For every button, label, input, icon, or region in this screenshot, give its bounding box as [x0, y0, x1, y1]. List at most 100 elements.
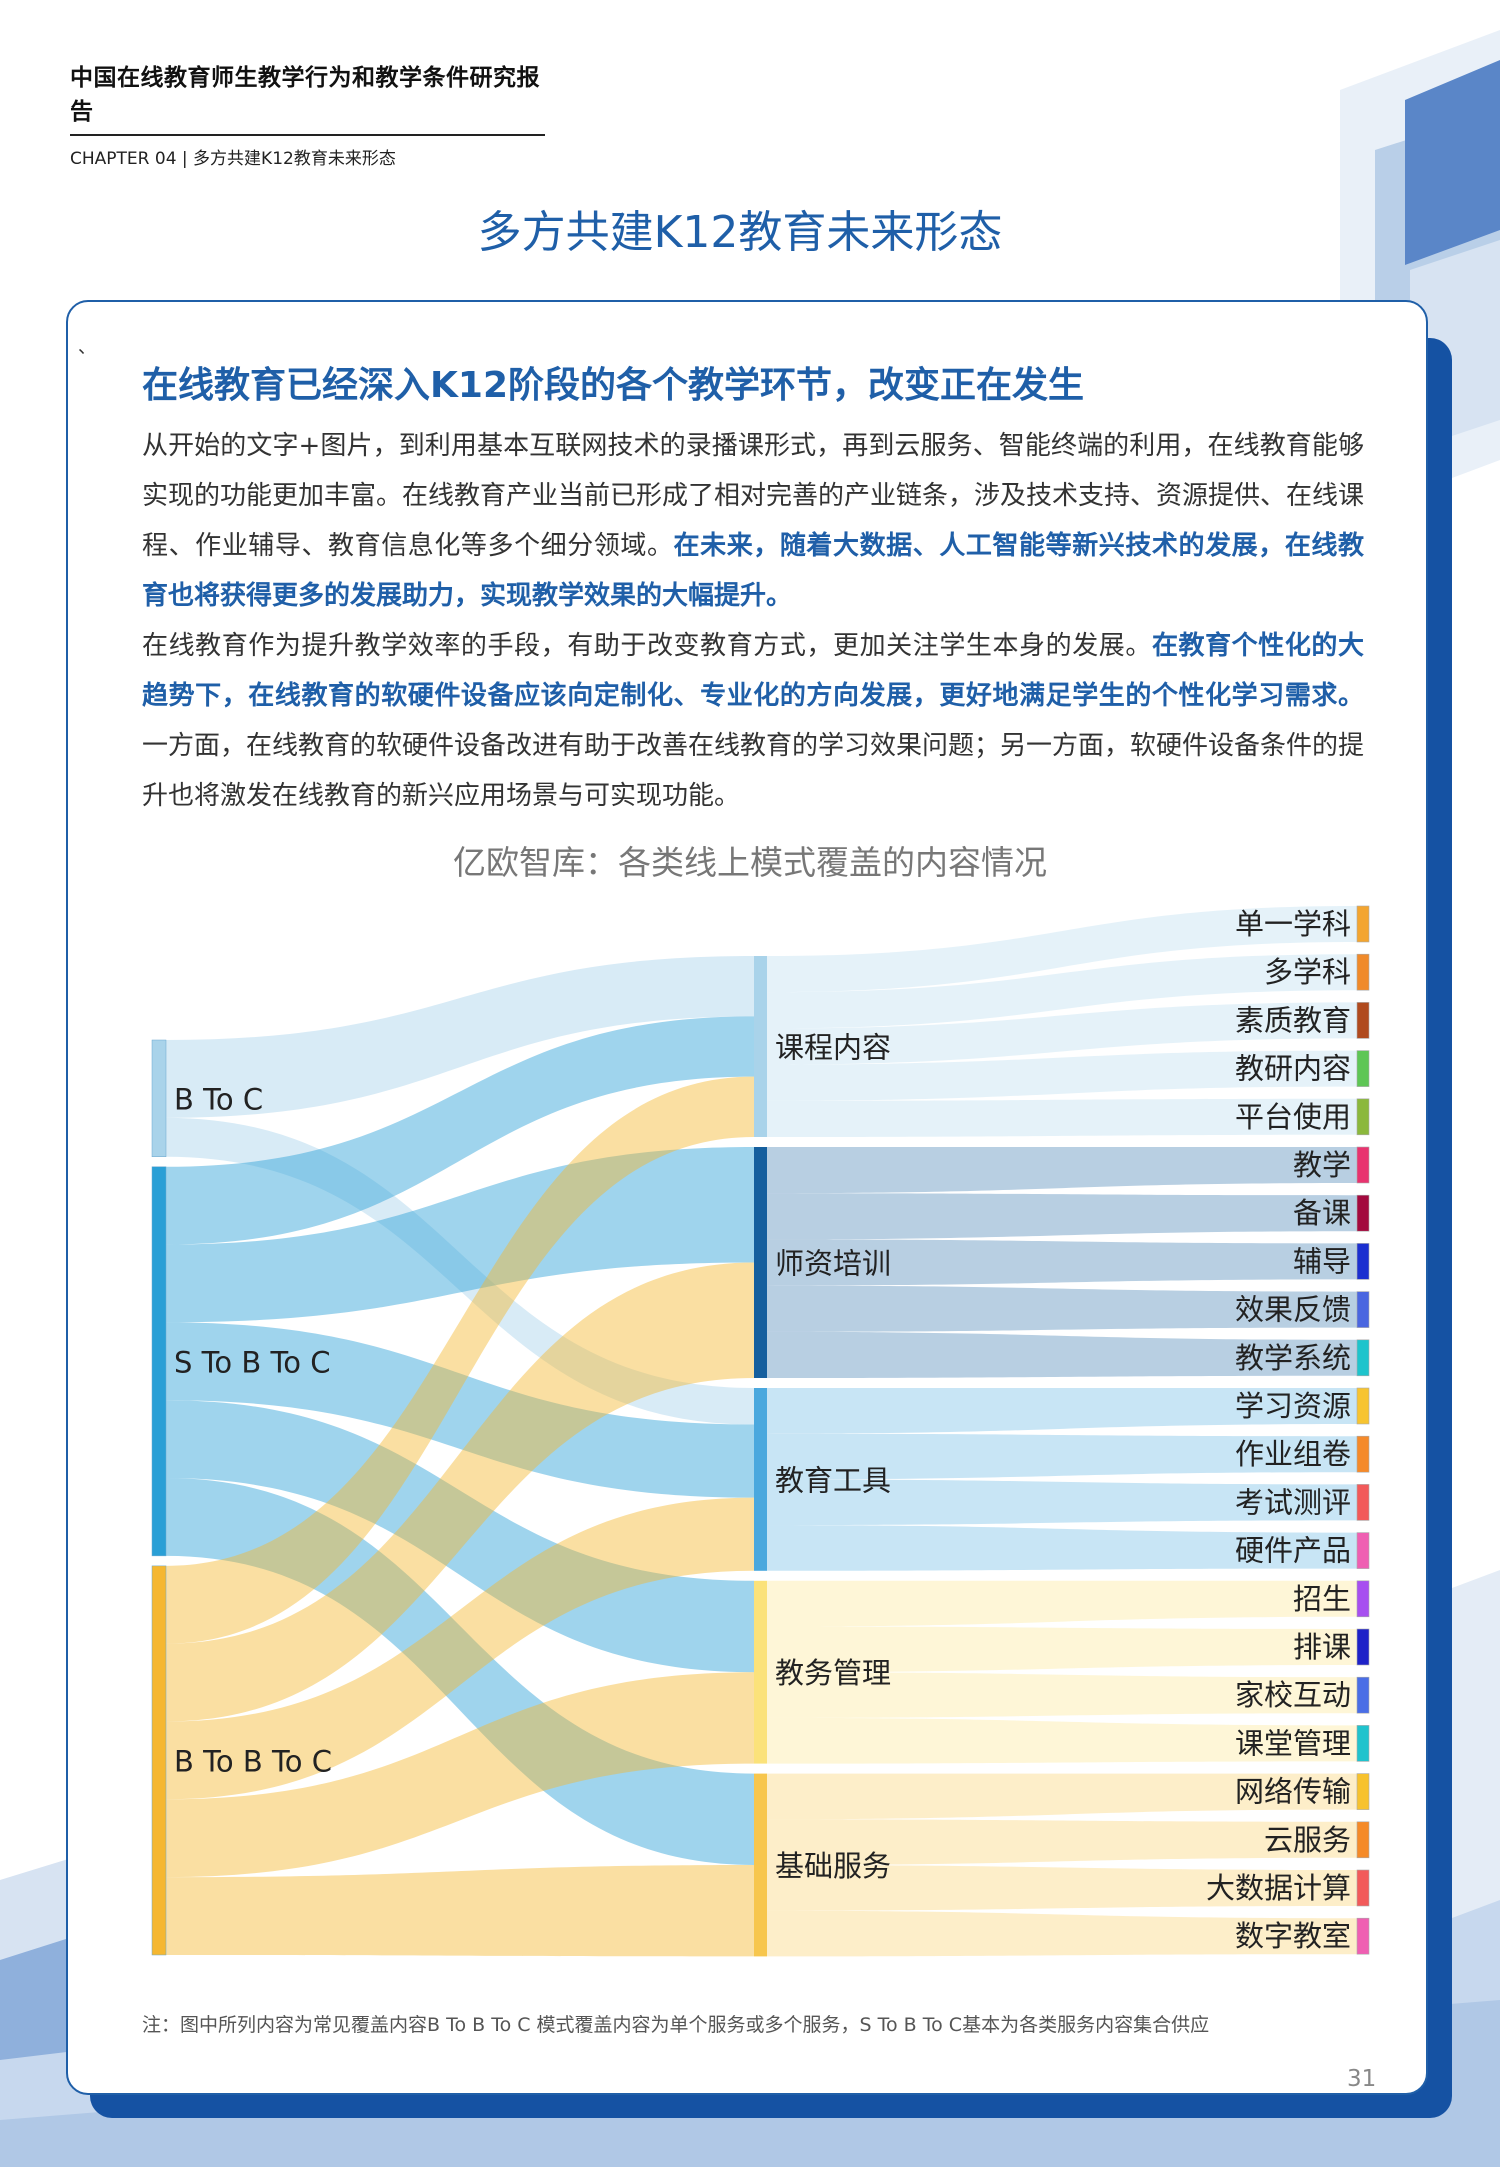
- sankey-flow: [166, 1865, 754, 1957]
- sankey-flow: [166, 1478, 754, 1865]
- item-label: 数字教室: [1235, 1919, 1351, 1953]
- sankey-flow: [166, 1262, 754, 1722]
- item-label: 备课: [1293, 1196, 1351, 1230]
- sankey-flow: [166, 1400, 754, 1673]
- item-marker: [1356, 1435, 1370, 1473]
- page-title: 多方共建K12教育未来形态: [477, 207, 1003, 258]
- sankey-flow: [166, 1672, 754, 1878]
- category-bar: [754, 1147, 767, 1378]
- item-marker: [1356, 1725, 1370, 1762]
- sankey-item-flow: [767, 1580, 1357, 1627]
- category-bar: [754, 1388, 767, 1571]
- category-label: 教育工具: [775, 1463, 891, 1497]
- item-label: 素质教育: [1235, 1003, 1351, 1037]
- item-marker: [1356, 1243, 1370, 1280]
- item-label: 作业组卷: [1235, 1437, 1351, 1471]
- item-label: 平台使用: [1235, 1100, 1351, 1134]
- item-marker: [1356, 1869, 1370, 1907]
- sankey-flow: [166, 956, 754, 1118]
- item-marker: [1356, 1580, 1370, 1618]
- sankey-item-flow: [767, 1098, 1357, 1137]
- category-label: 教务管理: [775, 1656, 891, 1690]
- item-marker: [1356, 1387, 1370, 1425]
- item-label: 硬件产品: [1235, 1534, 1351, 1568]
- page-number: 31: [1347, 2066, 1377, 2092]
- sankey-flow: [166, 1322, 754, 1498]
- category-bar: [754, 1773, 767, 1957]
- item-label: 考试测评: [1235, 1485, 1351, 1519]
- category-bar: [754, 1580, 767, 1764]
- source-bar: [151, 1166, 167, 1557]
- source-label: B To C: [174, 1082, 263, 1116]
- source-label: S To B To C: [174, 1345, 330, 1379]
- sankey-item-flow: [767, 1910, 1357, 1957]
- sankey-chart: B To C S To B To C B To B To C 课程内容师资培训教育工具…: [151, 905, 1370, 1957]
- report-title: 中国在线教育师生教学行为和教学条件研究报告: [70, 58, 545, 136]
- item-marker: [1356, 953, 1370, 991]
- sankey-flow: [166, 1117, 754, 1425]
- body-text: 从开始的文字+图片，到利用基本互联网技术的录播课形式，再到云服务、智能终端的利用…: [142, 421, 1364, 821]
- category-label: 基础服务: [775, 1849, 891, 1883]
- sankey-item-flow: [767, 1193, 1357, 1240]
- sankey-item-flow: [767, 1285, 1357, 1332]
- report-header: 中国在线教育师生教学行为和教学条件研究报告 CHAPTER 04 | 多方共建K…: [70, 58, 545, 169]
- item-marker: [1356, 1917, 1370, 1955]
- sankey-flow: [166, 1497, 754, 1800]
- item-label: 课堂管理: [1235, 1726, 1351, 1760]
- source-label: B To B To C: [174, 1744, 332, 1778]
- item-label: 教学: [1293, 1148, 1351, 1182]
- item-label: 辅导: [1293, 1244, 1351, 1278]
- item-marker: [1356, 1002, 1370, 1039]
- item-label: 网络传输: [1235, 1775, 1351, 1809]
- sankey-item-flow: [767, 1050, 1357, 1101]
- sankey-item-flow: [767, 1388, 1357, 1434]
- paragraph-2-text: 在线教育作为提升教学效率的手段，有助于改变教育方式，更加关注学生本身的发展。: [142, 631, 1152, 661]
- paragraph-1-text: 从开始的文字+图片，到利用基本互联网技术的录播课形式，再到云服务、智能终端的利用…: [142, 431, 1365, 561]
- item-marker: [1356, 1146, 1370, 1184]
- item-marker: [1356, 1532, 1370, 1569]
- item-label: 教学系统: [1235, 1341, 1351, 1375]
- item-marker: [1356, 905, 1370, 943]
- item-marker: [1356, 1676, 1370, 1714]
- sankey-item-flow: [767, 1626, 1357, 1673]
- item-marker: [1356, 1484, 1370, 1521]
- source-bar: [151, 1039, 167, 1157]
- sankey-item-flow: [767, 954, 1357, 1029]
- paragraph-1-highlight: 在未来，随着大数据、人工智能等新兴技术的发展，在线教育也将获得更多的发展助力，实…: [142, 531, 1364, 611]
- item-label: 教研内容: [1235, 1052, 1351, 1086]
- chapter-label: CHAPTER 04 | 多方共建K12教育未来形态: [70, 149, 396, 169]
- item-marker: [1356, 1339, 1370, 1377]
- item-label: 单一学科: [1235, 907, 1351, 941]
- item-label: 学习资源: [1235, 1389, 1351, 1423]
- item-label: 招生: [1293, 1582, 1351, 1616]
- category-label: 师资培训: [775, 1247, 891, 1281]
- item-label: 排课: [1293, 1630, 1351, 1664]
- item-marker: [1356, 1291, 1370, 1328]
- sankey-flow: [166, 1076, 754, 1644]
- sankey-flow: [166, 1147, 754, 1323]
- sankey-item-flow: [767, 1819, 1357, 1865]
- sankey-item-flow: [767, 1672, 1357, 1718]
- item-label: 家校互动: [1235, 1678, 1351, 1712]
- paragraph-2-highlight: 在教育个性化的大趋势下，在线教育的软硬件设备应该向定制化、专业化的方向发展，更好…: [142, 631, 1364, 711]
- item-marker: [1356, 1773, 1370, 1810]
- tick-mark: 、: [78, 337, 96, 358]
- item-label: 大数据计算: [1206, 1871, 1351, 1905]
- sankey-item-flow: [767, 1239, 1357, 1286]
- category-label: 课程内容: [775, 1031, 891, 1065]
- item-label: 效果反馈: [1235, 1293, 1351, 1327]
- sankey-item-flow: [767, 1479, 1357, 1526]
- chart-note: 注：图中所列内容为常见覆盖内容B To B To C 模式覆盖内容为单个服务或多…: [142, 2014, 1210, 2036]
- item-marker: [1356, 1821, 1370, 1859]
- item-marker: [1356, 1098, 1370, 1136]
- sankey-item-flow: [767, 1717, 1357, 1764]
- sankey-flow: [166, 1016, 754, 1245]
- source-bar: [151, 1565, 167, 1956]
- category-bar: [754, 956, 767, 1137]
- item-marker: [1356, 1628, 1370, 1666]
- sankey-item-flow: [767, 1865, 1357, 1911]
- sankey-item-flow: [767, 1433, 1357, 1480]
- item-label: 云服务: [1264, 1823, 1351, 1857]
- paragraph-2-text-end: 一方面，在线教育的软硬件设备改进有助于改善在线教育的学习效果问题；另一方面，软硬…: [142, 731, 1365, 811]
- item-marker: [1356, 1194, 1370, 1232]
